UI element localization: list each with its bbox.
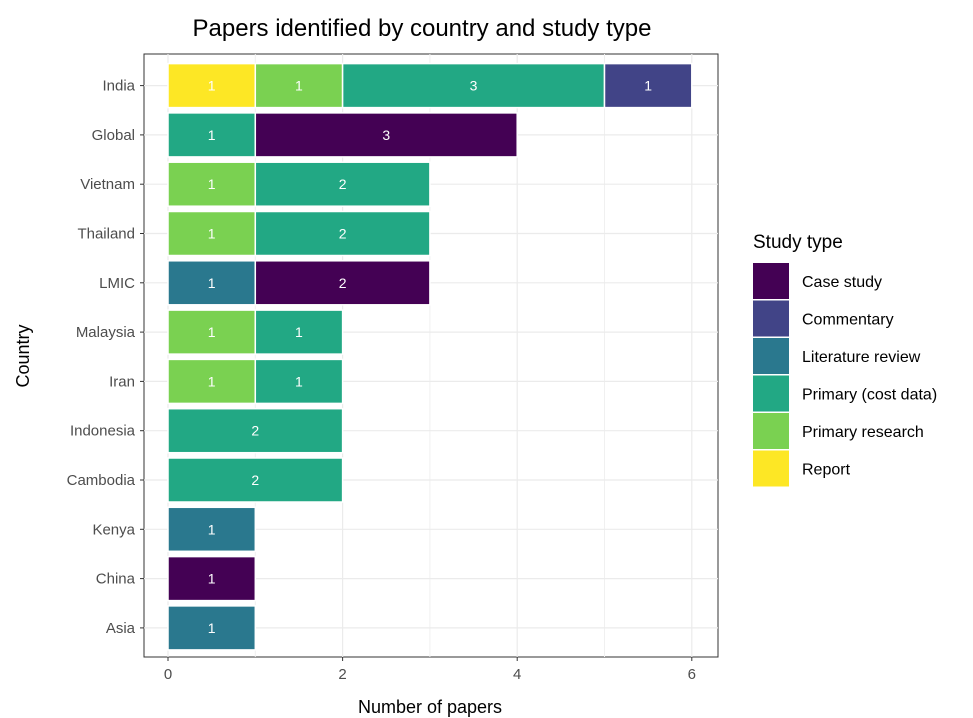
- y-tick-label: Asia: [106, 620, 136, 637]
- legend-key: [753, 450, 789, 487]
- plot-panel-border: [143, 53, 719, 658]
- bar-segment: [254, 358, 344, 405]
- bar-value-label: 1: [208, 127, 216, 143]
- bar-value-label: 1: [208, 521, 216, 537]
- legend-key: [753, 413, 789, 449]
- bar-value-label: 2: [339, 176, 347, 192]
- y-tick-label: Vietnam: [80, 176, 135, 193]
- bar-segment: [167, 358, 257, 405]
- legend-key: [753, 263, 789, 299]
- bar-value-label: 1: [295, 373, 303, 389]
- x-axis-title: Number of papers: [358, 697, 502, 717]
- x-tick-label: 2: [338, 666, 346, 683]
- bar-value-label: 1: [208, 176, 216, 192]
- bar-segment: [254, 161, 431, 207]
- x-tick-label: 4: [513, 666, 521, 683]
- legend-label: Commentary: [802, 312, 894, 329]
- legend-label: Literature review: [802, 349, 921, 366]
- bar-segment: [341, 62, 606, 109]
- x-axis-tick-labels: 0 2 4 6: [164, 657, 696, 683]
- y-axis-tick-labels: India Global Vietnam Thailand LMIC Malaysia Ir…: [67, 78, 144, 637]
- legend: Study type Case study Commentary Literatur…: [753, 232, 937, 487]
- legend-label: Primary (cost data): [802, 387, 937, 404]
- bar-segment: [167, 210, 257, 257]
- chart-title: Papers identified by country and study t…: [193, 15, 652, 42]
- y-tick-label: China: [96, 571, 136, 588]
- bar-segment: [167, 112, 257, 158]
- bar-value-label: 2: [251, 472, 259, 488]
- x-tick-label: 6: [688, 666, 696, 683]
- bar-value-label: 2: [251, 423, 259, 439]
- bar-value-label: 1: [208, 78, 216, 94]
- bar-value-label: 2: [339, 275, 347, 291]
- legend-key: [753, 375, 789, 412]
- y-tick-label: Global: [92, 127, 135, 144]
- bar-value-label: 1: [644, 78, 652, 94]
- bar-segment: [603, 62, 693, 109]
- bar-value-label: 1: [295, 324, 303, 340]
- bar-segment: [167, 62, 257, 109]
- y-tick-label: Iran: [109, 373, 135, 390]
- bar-value-label: 2: [339, 226, 347, 242]
- bar-segment: [167, 407, 344, 454]
- bar-value-label: 1: [208, 324, 216, 340]
- bar-segment: [167, 309, 257, 355]
- bar-value-label: 1: [208, 275, 216, 291]
- bar-segment: [254, 309, 344, 355]
- x-tick-label: 0: [164, 666, 172, 683]
- bar-segment: [167, 457, 344, 503]
- bar-value-label: 1: [208, 226, 216, 242]
- y-tick-label: India: [102, 78, 135, 95]
- legend-label: Case study: [802, 274, 882, 291]
- bar-segment: [254, 62, 344, 109]
- legend-label: Primary research: [802, 424, 924, 441]
- y-tick-label: Thailand: [77, 226, 135, 243]
- legend-title: Study type: [753, 232, 843, 253]
- y-tick-label: Malaysia: [76, 324, 136, 341]
- bar-segment: [167, 605, 257, 651]
- bar-segment: [167, 161, 257, 207]
- bar-segment: [167, 260, 257, 306]
- bar-segment: [167, 555, 257, 602]
- legend-label: Report: [802, 462, 851, 479]
- y-tick-label: Kenya: [92, 521, 135, 538]
- legend-key: [753, 300, 789, 337]
- bar-value-label: 3: [382, 127, 390, 143]
- y-tick-label: Cambodia: [67, 472, 136, 489]
- bar-segment: [167, 506, 257, 553]
- bar-value-label: 1: [208, 373, 216, 389]
- bar-value-label: 1: [208, 571, 216, 587]
- bar-value-label: 1: [295, 78, 303, 94]
- bar-segment: [254, 112, 518, 158]
- bar-value-label: 1: [208, 620, 216, 636]
- y-tick-label: Indonesia: [70, 423, 136, 440]
- legend-key: [753, 338, 789, 374]
- bar-value-label: 3: [470, 78, 478, 94]
- bar-segment: [254, 260, 431, 306]
- bars: 1 1 3 1 1 3 1 2 1 2 1 2 1 1 1 1 2 2 1 1 1: [167, 62, 693, 651]
- bar-segment: [254, 210, 431, 257]
- y-tick-label: LMIC: [99, 275, 135, 292]
- y-axis-title: Country: [13, 324, 33, 387]
